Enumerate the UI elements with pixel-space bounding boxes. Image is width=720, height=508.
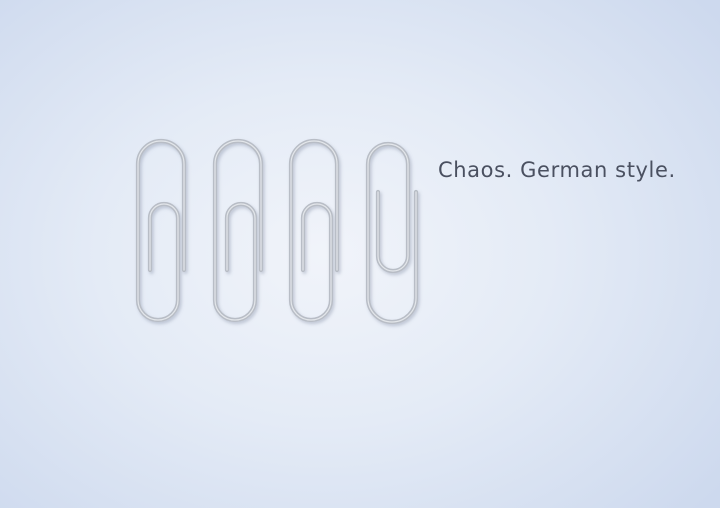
paperclip-icon xyxy=(135,138,187,323)
paperclip-icon xyxy=(288,138,340,323)
tagline: Chaos. German style. xyxy=(438,158,676,182)
paperclip-reversed-icon xyxy=(365,141,419,325)
paperclip-icon xyxy=(212,138,264,323)
